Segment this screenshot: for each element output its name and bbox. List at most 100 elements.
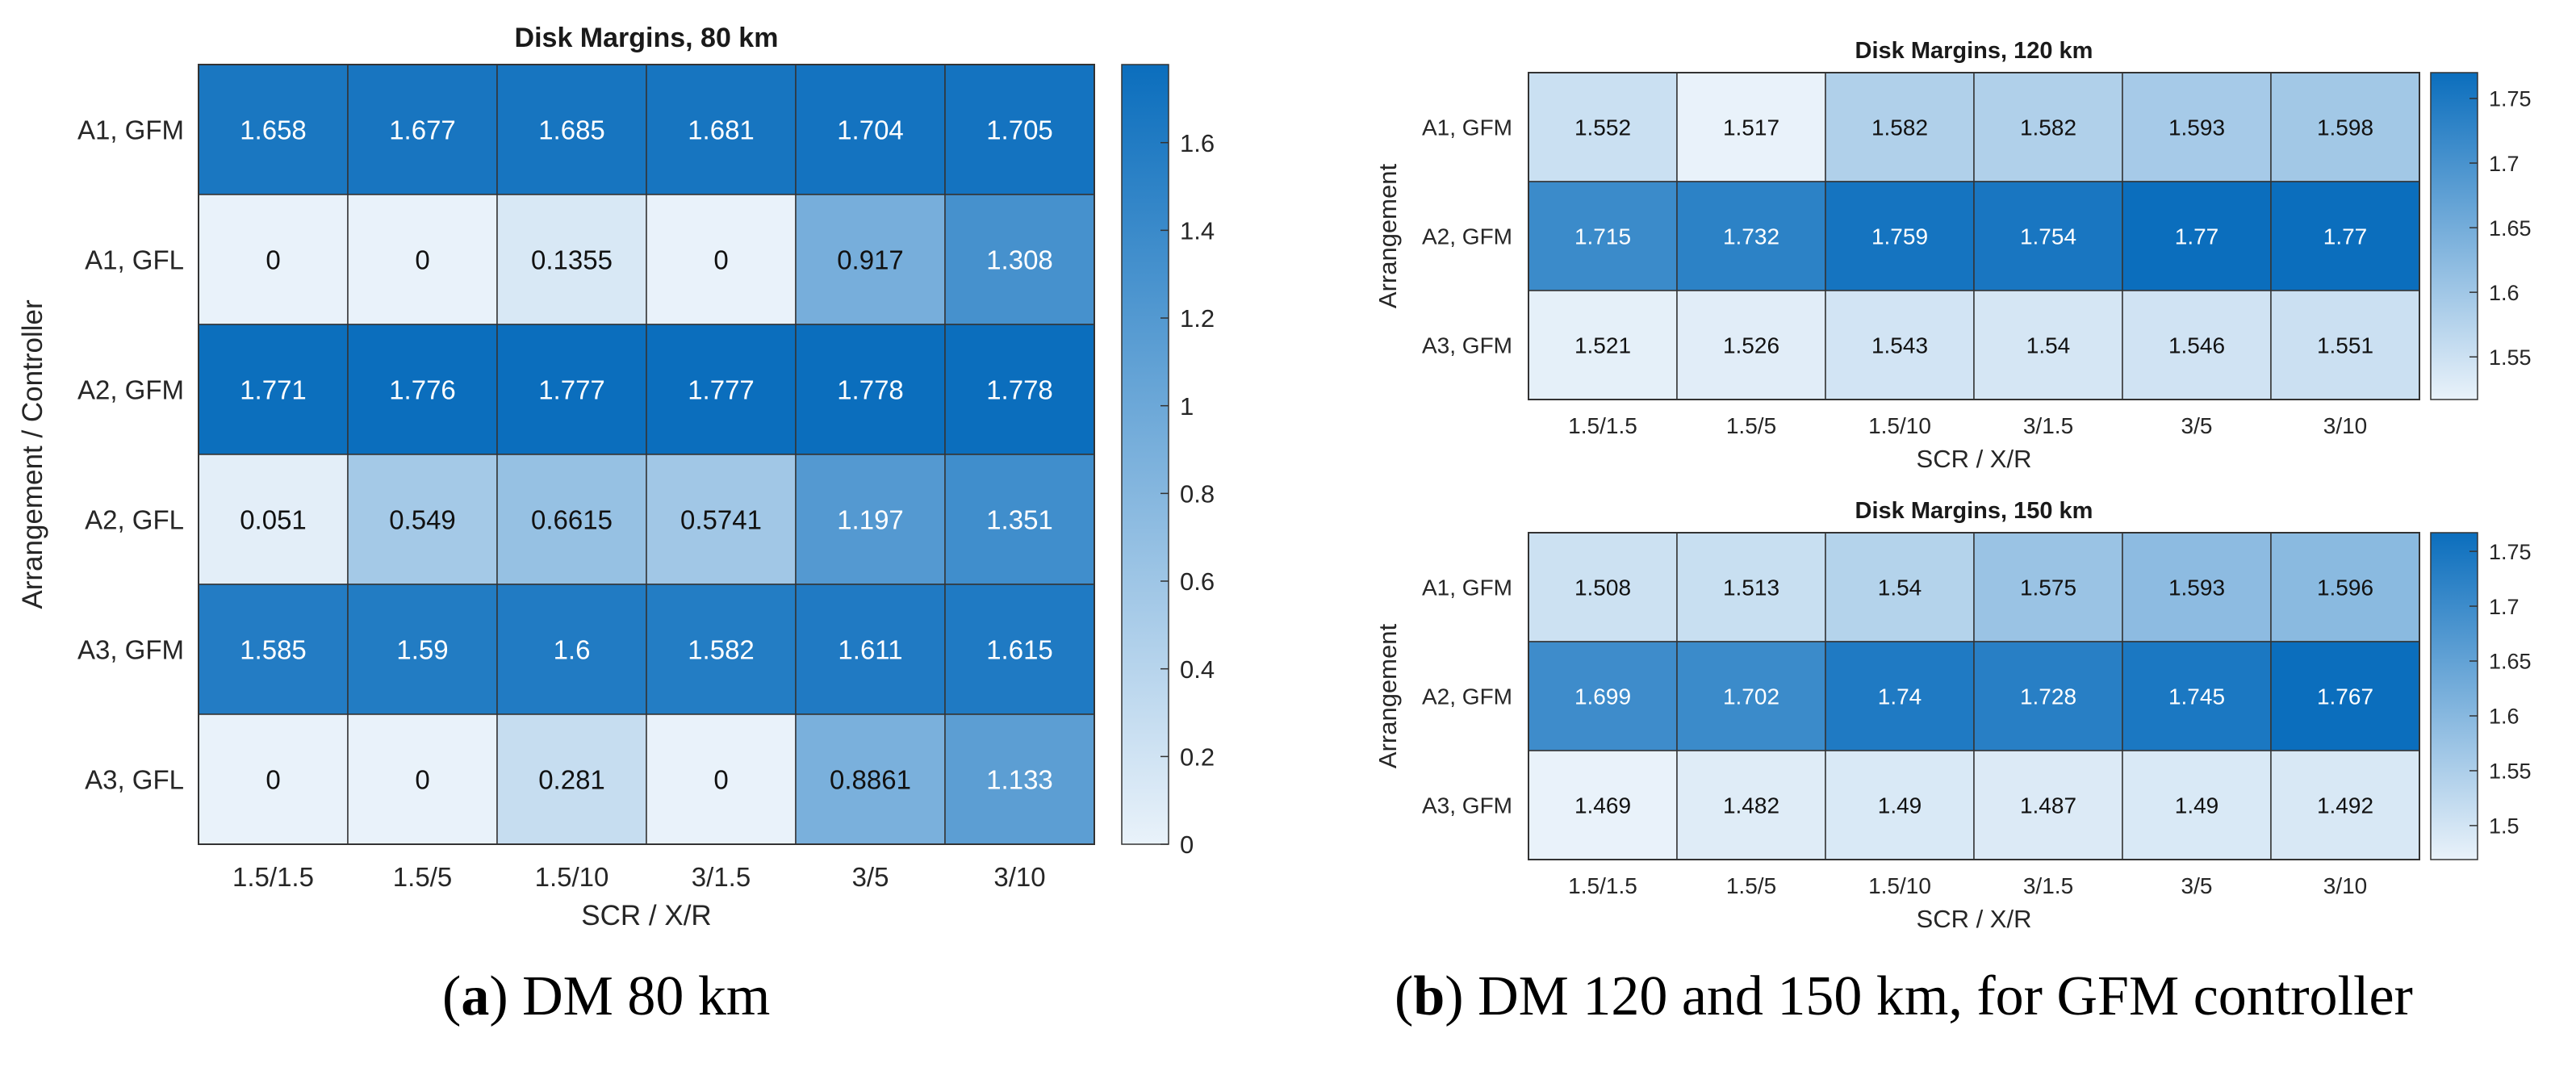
- heatmap-cell: [2270, 290, 2420, 400]
- x-tick-label: 3/5: [852, 862, 889, 892]
- colorbar-tick-label: 1.55: [2489, 759, 2532, 784]
- cell-value-label: 1.508: [1574, 575, 1631, 600]
- heatmap-border: [1528, 72, 2420, 400]
- heatmap-cell: [347, 64, 498, 195]
- x-tick-label: 3/5: [2181, 873, 2213, 898]
- x-axis-label: SCR / X/R: [1917, 445, 2032, 473]
- heatmap-cell: [1973, 181, 2123, 291]
- colorbar-tick-label: 1.75: [2489, 87, 2532, 111]
- heatmap-cell: [198, 584, 349, 715]
- y-tick-label: A3, GFM: [1422, 793, 1512, 818]
- cell-value-label: 1.771: [240, 374, 307, 404]
- cell-value-label: 1.308: [986, 245, 1053, 274]
- cell-value-label: 1.776: [389, 374, 456, 404]
- cell-value-label: 1.777: [688, 374, 755, 404]
- cell-value-label: 1.552: [1574, 115, 1631, 140]
- heatmap-cell: [795, 584, 946, 715]
- cell-value-label: 1.575: [2020, 575, 2076, 600]
- caption-a-letter: a: [461, 965, 490, 1027]
- y-tick-label: A1, GFL: [85, 245, 184, 274]
- colorbar-tick-label: 1.6: [2489, 705, 2520, 729]
- heatmap-cell: [2122, 641, 2272, 751]
- heatmap-cell: [2122, 750, 2272, 860]
- heatmap-cell: [2122, 290, 2272, 400]
- y-tick-label: A1, GFM: [77, 115, 184, 144]
- heatmap-cell: [1973, 750, 2123, 860]
- x-tick-label: 1.5/10: [535, 862, 609, 892]
- cell-value-label: 1.543: [1871, 333, 1928, 358]
- cell-value-label: 0: [266, 245, 280, 274]
- cell-value-label: 1.778: [837, 374, 904, 404]
- caption-a-text: DM 80 km: [522, 965, 771, 1027]
- colorbar-tick-label: 0.6: [1180, 567, 1215, 596]
- heatmap-cell: [198, 713, 349, 845]
- cell-value-label: 1.482: [1723, 793, 1779, 818]
- cell-value-label: 1.732: [1723, 224, 1779, 249]
- heatmap-cell: [2270, 181, 2420, 291]
- heatmap-cell: [944, 194, 1095, 325]
- heatmap-cell: [496, 454, 647, 585]
- heatmap-cell: [1528, 290, 1678, 400]
- cell-value-label: 0.549: [389, 504, 456, 534]
- heatmap-cell: [795, 713, 946, 845]
- colorbar-tick-label: 1.4: [1180, 217, 1215, 245]
- cell-value-label: 1.702: [1723, 684, 1779, 709]
- cell-value-label: 1.582: [2020, 115, 2076, 140]
- heatmap-cell: [646, 194, 797, 325]
- heatmap-cell: [1528, 750, 1678, 860]
- cell-value-label: 0: [415, 245, 429, 274]
- x-axis-label: SCR / X/R: [1917, 905, 2032, 933]
- x-tick-label: 3/10: [2323, 413, 2368, 438]
- heatmap-cell: [198, 64, 349, 195]
- x-tick-label: 3/10: [993, 862, 1045, 892]
- x-tick-label: 3/1.5: [2023, 413, 2073, 438]
- colorbar-tick-label: 1.6: [1180, 129, 1215, 157]
- y-tick-label: A2, GFM: [77, 374, 184, 404]
- y-tick-label: A3, GFM: [1422, 333, 1512, 358]
- cell-value-label: 1.526: [1723, 333, 1779, 358]
- cell-value-label: 1.582: [1871, 115, 1928, 140]
- x-tick-label: 1.5/1.5: [1568, 413, 1637, 438]
- cell-value-label: 1.778: [986, 374, 1053, 404]
- caption-b: (b) DM 120 and 150 km, for GFM controlle…: [1395, 965, 2413, 1027]
- cell-value-label: 1.6: [554, 634, 591, 664]
- colorbar-tick-label: 1.7: [2489, 152, 2520, 176]
- colorbar-tick-label: 1.7: [2489, 595, 2520, 619]
- colorbar-tick-label: 0.8: [1180, 480, 1215, 508]
- caption-b-letter: b: [1413, 965, 1445, 1027]
- x-tick-label: 1.5/5: [393, 862, 452, 892]
- heatmap-cell: [1825, 750, 1975, 860]
- heatmap-cell: [2270, 750, 2420, 860]
- cell-value-label: 1.54: [2026, 333, 2071, 358]
- cell-value-label: 1.754: [2020, 224, 2076, 249]
- colorbar: [2430, 532, 2478, 860]
- cell-value-label: 1.615: [986, 634, 1053, 664]
- heatmap-cell: [1973, 290, 2123, 400]
- colorbar-tick-label: 1.6: [2489, 281, 2520, 305]
- heatmap-cell: [1825, 532, 1975, 642]
- cell-value-label: 1.74: [1878, 684, 1922, 709]
- cell-value-label: 1.469: [1574, 793, 1631, 818]
- x-axis-label: SCR / X/R: [581, 900, 711, 931]
- cell-value-label: 0: [415, 764, 429, 794]
- cell-value-label: 1.59: [396, 634, 448, 664]
- x-tick-label: 1.5/10: [1868, 873, 1931, 898]
- heatmap-cell: [1973, 532, 2123, 642]
- cell-value-label: 1.513: [1723, 575, 1779, 600]
- cell-value-label: 1.551: [2317, 333, 2373, 358]
- cell-value-label: 1.759: [1871, 224, 1928, 249]
- cell-value-label: 1.685: [538, 115, 605, 144]
- heatmap-cell: [496, 324, 647, 455]
- cell-value-label: 1.777: [538, 374, 605, 404]
- x-tick-label: 3/10: [2323, 873, 2368, 898]
- cell-value-label: 0.917: [837, 245, 904, 274]
- cell-value-label: 1.54: [1878, 575, 1922, 600]
- heatmap-cell: [795, 64, 946, 195]
- heatmap-cell: [1528, 72, 1678, 182]
- heatmap-cell: [795, 324, 946, 455]
- heatmap-cell: [1825, 72, 1975, 182]
- cell-value-label: 1.487: [2020, 793, 2076, 818]
- colorbar-tick-label: 1.5: [2489, 814, 2520, 839]
- heatmap-cell: [646, 584, 797, 715]
